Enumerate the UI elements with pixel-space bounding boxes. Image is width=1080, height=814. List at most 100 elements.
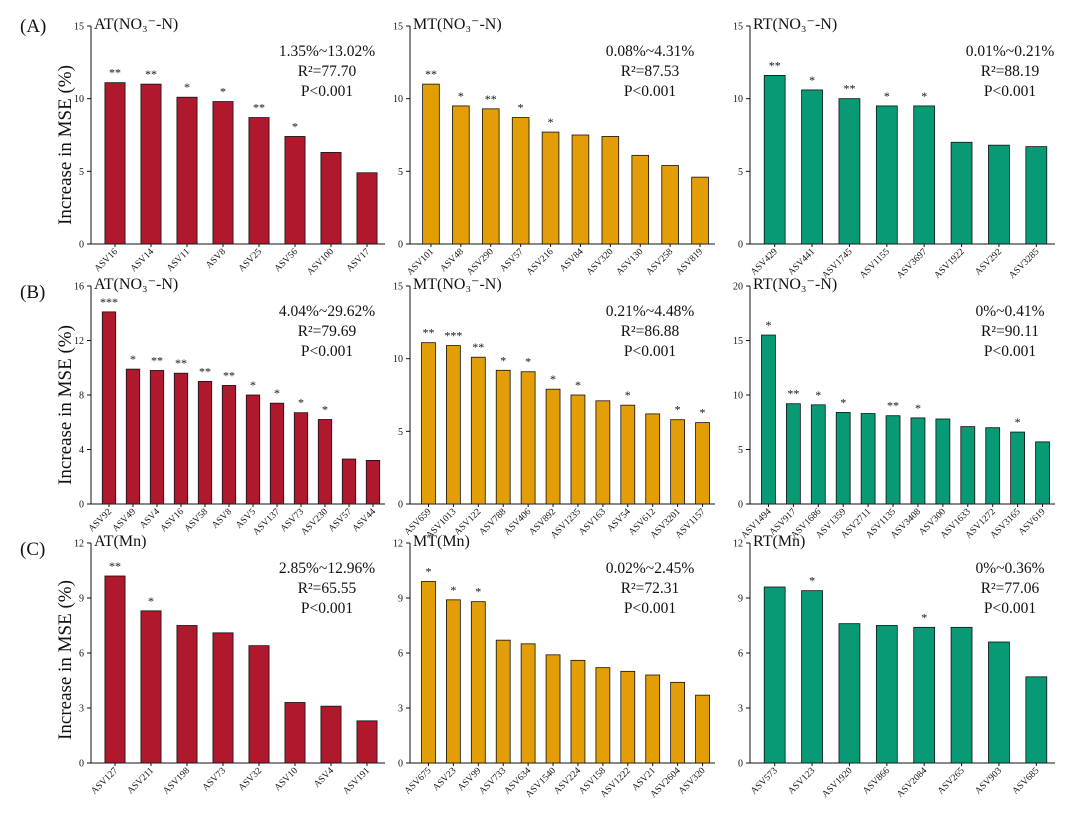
y-tick-label: 12 — [393, 539, 403, 550]
y-tick-label: 10 — [733, 391, 743, 402]
x-tick-label: ASV429 — [749, 247, 780, 278]
bar — [176, 96, 198, 245]
panel-title: MT(Mn) — [413, 533, 470, 550]
bar — [341, 458, 357, 505]
y-tick-label: 10 — [393, 94, 403, 105]
stats-line: 0%~0.41% — [975, 303, 1044, 320]
bar — [620, 404, 636, 505]
y-tick-label: 3 — [79, 704, 84, 715]
stats-line: P<0.001 — [301, 600, 353, 617]
y-tick-label: 0 — [738, 240, 743, 251]
x-tick-label: ASV130 — [615, 247, 646, 278]
panel-title: RT(NO₃⁻-N) — [753, 16, 837, 33]
significance-label: ** — [769, 58, 781, 72]
x-tick-label: ASV441 — [787, 247, 818, 278]
x-tick-label: ASV48 — [439, 247, 466, 274]
panel-rt-2: 0 5 10 15 20 RT(NO₃⁻-N) 0%~0.41% R²=90.11 P<0.00… — [733, 276, 1055, 541]
y-tick-label: 6 — [738, 649, 743, 660]
bar — [950, 626, 973, 764]
stats-line: P<0.001 — [301, 343, 353, 360]
significance-label: * — [518, 101, 524, 115]
significance-label: ** — [151, 353, 163, 367]
y-tick-label: 0 — [398, 500, 403, 511]
x-tick-label: ASV903 — [973, 766, 1004, 797]
bar — [356, 172, 378, 245]
significance-label: * — [425, 565, 431, 579]
panel-title: RT(NO₃⁻-N) — [753, 276, 837, 293]
bar — [356, 720, 378, 764]
x-tick-label: ASV73 — [201, 766, 228, 793]
bar — [838, 98, 861, 245]
bar — [140, 83, 162, 245]
panel-title: MT(NO₃⁻-N) — [413, 276, 502, 293]
x-tick-label: ASV819 — [675, 247, 706, 278]
bar — [176, 625, 198, 764]
bar — [670, 419, 686, 505]
significance-label: * — [700, 406, 706, 420]
bar — [149, 370, 165, 505]
bar — [661, 165, 679, 245]
panel-at-2: 0 4 8 12 16 AT(NO₃⁻-N) 4.04%~29.62% R²=79.69 P<0… — [74, 276, 385, 538]
significance-label: * — [322, 403, 328, 417]
x-tick-label: ASV8 — [204, 247, 228, 271]
y-tick-label: 12 — [74, 336, 84, 347]
x-tick-label: ASV619 — [1017, 507, 1048, 538]
bar — [422, 83, 440, 245]
x-tick-label: ASV290 — [465, 247, 496, 278]
y-tick-label: 15 — [733, 336, 743, 347]
bar — [495, 369, 511, 505]
bar — [293, 412, 309, 505]
x-tick-label: ASV216 — [525, 247, 556, 278]
stats-line: P<0.001 — [624, 600, 676, 617]
bar — [495, 639, 511, 764]
bar — [245, 394, 261, 505]
bar — [620, 670, 636, 764]
x-tick-label: ASV10 — [273, 766, 300, 793]
bar — [570, 394, 586, 505]
stats-line: R²=88.19 — [981, 63, 1040, 80]
significance-label: ** — [199, 364, 211, 378]
y-tick-label: 6 — [79, 649, 84, 660]
bar — [950, 141, 973, 245]
significance-label: ** — [223, 368, 235, 382]
significance-label: * — [625, 388, 631, 402]
significance-label: * — [548, 115, 554, 129]
x-tick-label: ASV11 — [165, 247, 192, 274]
bar — [511, 117, 530, 245]
bar — [875, 625, 898, 764]
stats-line: P<0.001 — [984, 600, 1036, 617]
x-tick-label: ASV16 — [159, 507, 186, 534]
x-tick-label: ASV866 — [861, 766, 892, 797]
bar — [885, 415, 901, 505]
significance-label: * — [921, 610, 927, 624]
y-axis-label-row-a: Increase in MSE (%) — [55, 65, 76, 225]
bar — [691, 176, 709, 245]
x-tick-label: ASV320 — [585, 247, 616, 278]
x-tick-label: ASV265 — [936, 766, 967, 797]
significance-label: ** — [175, 356, 187, 370]
x-tick-label: ASV3697 — [895, 247, 929, 281]
x-tick-label: ASV84 — [558, 247, 585, 274]
significance-label: ** — [109, 559, 121, 573]
significance-label: * — [765, 318, 771, 332]
y-tick-label: 20 — [733, 282, 743, 293]
stats-line: 0.02%~2.45% — [606, 560, 695, 577]
bar — [988, 641, 1010, 764]
stats-line: R²=90.11 — [981, 323, 1039, 340]
bar — [269, 402, 285, 505]
panel-title: RT(Mn) — [753, 533, 805, 550]
y-tick-label: 5 — [79, 167, 84, 178]
x-tick-label: ASV49 — [111, 507, 138, 534]
bar — [835, 412, 851, 505]
y-tick-label: 0 — [79, 500, 84, 511]
x-tick-label: ASV127 — [90, 766, 121, 797]
significance-label: * — [809, 574, 815, 588]
significance-label: ** — [485, 92, 497, 106]
bar — [520, 371, 536, 505]
y-tick-label: 15 — [733, 22, 743, 33]
y-tick-label: 8 — [79, 391, 84, 402]
significance-label: * — [525, 355, 531, 369]
bar — [595, 400, 611, 505]
y-tick-label: 0 — [738, 759, 743, 770]
bar — [421, 581, 436, 764]
